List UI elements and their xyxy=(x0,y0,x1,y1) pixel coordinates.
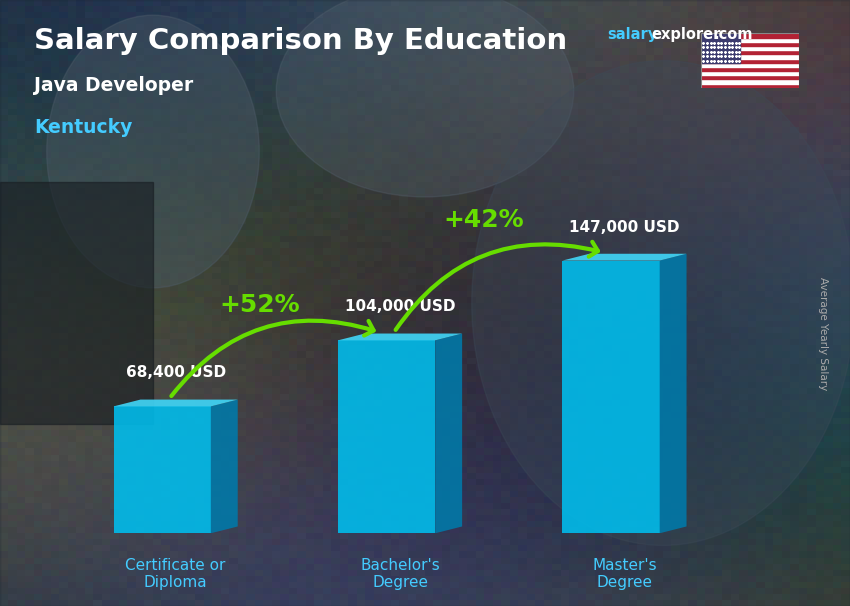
Text: 104,000 USD: 104,000 USD xyxy=(345,299,456,315)
Polygon shape xyxy=(435,333,462,533)
Text: Average Yearly Salary: Average Yearly Salary xyxy=(818,277,828,390)
Text: salary: salary xyxy=(608,27,658,42)
Text: .com: .com xyxy=(713,27,752,42)
Bar xyxy=(701,42,799,46)
Polygon shape xyxy=(338,341,435,533)
Text: +42%: +42% xyxy=(444,208,524,232)
Polygon shape xyxy=(211,399,238,533)
Text: Kentucky: Kentucky xyxy=(34,118,133,137)
Text: Salary Comparison By Education: Salary Comparison By Education xyxy=(34,27,567,55)
Text: Master's
Degree: Master's Degree xyxy=(592,558,657,590)
Bar xyxy=(701,59,799,62)
Bar xyxy=(701,55,799,59)
Text: 68,400 USD: 68,400 USD xyxy=(126,365,226,381)
Bar xyxy=(701,67,799,71)
Bar xyxy=(701,33,799,38)
Text: 147,000 USD: 147,000 USD xyxy=(570,219,680,235)
Text: Bachelor's
Degree: Bachelor's Degree xyxy=(360,558,440,590)
Bar xyxy=(701,84,799,88)
Text: +52%: +52% xyxy=(219,293,300,317)
Text: Certificate or
Diploma: Certificate or Diploma xyxy=(126,558,226,590)
Bar xyxy=(701,46,799,50)
Bar xyxy=(701,79,799,84)
Bar xyxy=(0,182,153,424)
Bar xyxy=(701,71,799,75)
Bar xyxy=(701,50,799,55)
Polygon shape xyxy=(563,261,660,533)
Polygon shape xyxy=(114,399,238,407)
Bar xyxy=(701,75,799,79)
Polygon shape xyxy=(338,333,462,341)
Ellipse shape xyxy=(47,15,259,288)
Polygon shape xyxy=(114,407,211,533)
Text: explorer: explorer xyxy=(651,27,721,42)
Polygon shape xyxy=(563,254,687,261)
Bar xyxy=(701,62,799,67)
Ellipse shape xyxy=(276,0,574,197)
Bar xyxy=(701,33,740,62)
Text: Java Developer: Java Developer xyxy=(34,76,193,95)
Bar xyxy=(701,38,799,42)
Polygon shape xyxy=(660,254,687,533)
Ellipse shape xyxy=(472,61,850,545)
